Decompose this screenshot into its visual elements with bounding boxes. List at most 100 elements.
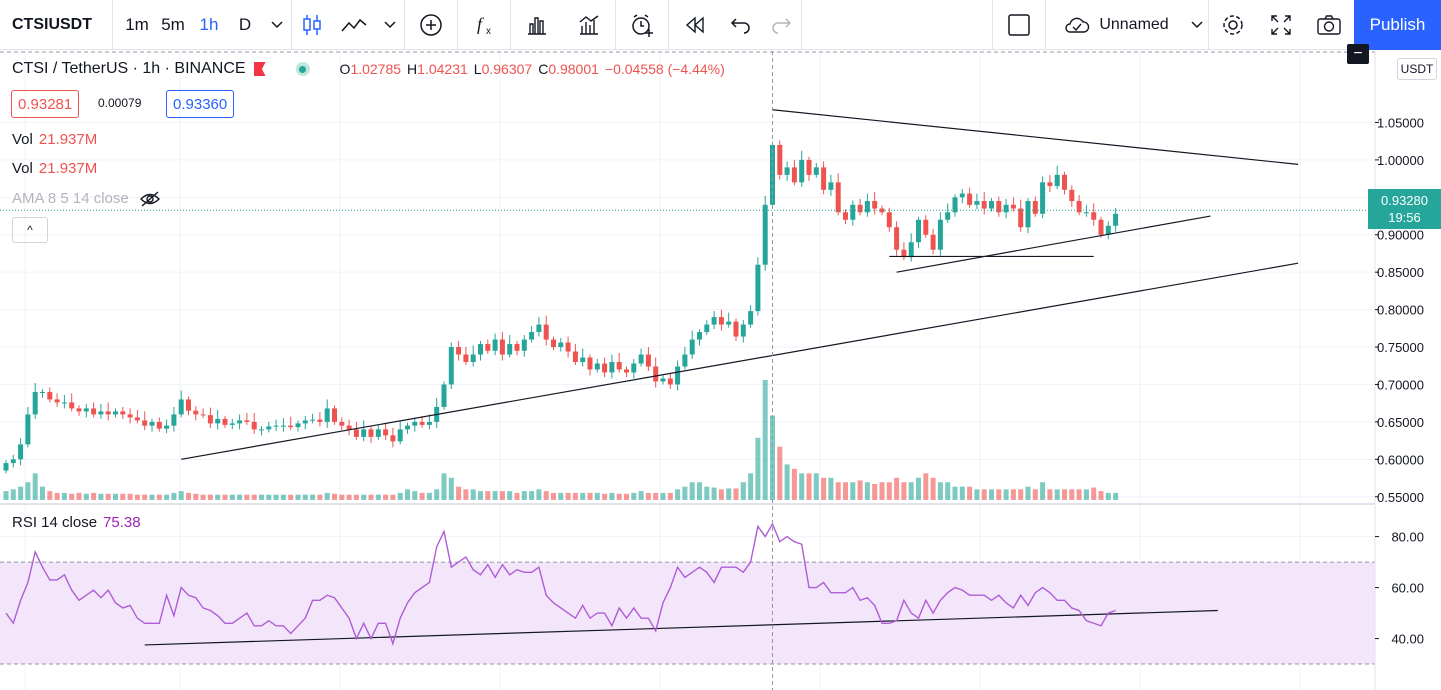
volume-bar [1047, 489, 1053, 500]
candle-body [368, 429, 374, 437]
replay-button[interactable] [669, 0, 721, 50]
rsi-tick-label: 60.00 [1391, 581, 1424, 596]
volume-bar [923, 473, 929, 500]
candle-body [339, 421, 345, 426]
fullscreen-icon [1271, 14, 1291, 35]
candle-body [594, 363, 600, 370]
countdown-value: 19:56 [1388, 210, 1421, 225]
volume-bar [91, 492, 97, 500]
volume-bar [930, 477, 936, 500]
candle-body [967, 193, 973, 205]
crosshair [0, 51, 1375, 690]
layout-name: Unnamed [1099, 15, 1169, 33]
chart-type-line-button[interactable] [332, 0, 376, 50]
chart-type-candles-button[interactable] [292, 0, 332, 50]
candle-body [178, 399, 184, 415]
candle-body [61, 402, 67, 404]
axis-background [1375, 51, 1441, 690]
currency-button[interactable]: USDT [1397, 58, 1437, 80]
templates-button[interactable] [511, 0, 563, 50]
publish-button[interactable]: Publish [1354, 0, 1441, 50]
symbol-title[interactable]: CTSI / TetherUS · 1h · BINANCE [12, 60, 246, 77]
volume-bar [580, 492, 586, 500]
interval-1h-button[interactable]: 1h [199, 14, 219, 34]
candle-body [1018, 208, 1024, 228]
candle-body [864, 201, 870, 213]
alert-button[interactable] [616, 0, 668, 50]
volume-bar [755, 437, 761, 500]
settings-button[interactable] [1209, 0, 1257, 50]
ama-legend[interactable]: AMA 8 5 14 close [12, 190, 161, 207]
price-tick-label: 0.90000 [1377, 228, 1424, 243]
chevron-up-icon: ^ [27, 223, 33, 237]
redo-button[interactable] [761, 0, 801, 50]
volume-bar [602, 493, 608, 500]
chart-type-dropdown-button[interactable] [376, 0, 404, 50]
volume-bar [572, 492, 578, 500]
volume-bar [996, 489, 1002, 500]
compare-button[interactable] [563, 0, 615, 50]
volume-bar [273, 494, 279, 500]
volume-bar [251, 494, 257, 500]
chart-area[interactable]: 1.050001.000000.950000.900000.850000.800… [0, 51, 1441, 690]
interval-d-button[interactable]: D [238, 14, 252, 34]
hidden-eye-icon[interactable] [139, 190, 161, 207]
volume-bar [134, 494, 140, 500]
volume-bar [864, 482, 870, 500]
volume-bar [777, 446, 783, 500]
volume-bar [1040, 482, 1046, 500]
layout-select-button[interactable] [993, 0, 1045, 50]
zoom-out-button[interactable]: − [1347, 44, 1369, 64]
volume-bar [317, 494, 323, 500]
buy-price-button[interactable]: 0.93360 [166, 90, 235, 118]
interval-1m-button[interactable]: 1m [125, 14, 149, 34]
sell-price-button[interactable]: 0.93281 [11, 90, 80, 118]
flag-icon[interactable] [253, 62, 266, 76]
rsi-tick-label: 80.00 [1391, 530, 1424, 545]
candle-body [244, 420, 250, 422]
collapse-legend-button[interactable]: ^ [12, 217, 48, 243]
rsi-axis: 80.00 60.00 40.00 [1375, 530, 1424, 647]
price-chart[interactable]: 1.050001.000000.950000.900000.850000.800… [0, 51, 1441, 690]
candle-body [653, 366, 659, 382]
volume-bar [156, 494, 162, 500]
interval-dropdown-button[interactable] [263, 0, 291, 50]
open-label: O [339, 61, 351, 77]
volume-bar [1025, 486, 1031, 500]
volume-bar [375, 494, 381, 500]
volume-bar [390, 494, 396, 500]
snapshot-button[interactable] [1305, 0, 1353, 50]
trendlines [144, 109, 1299, 646]
volume-bar [127, 493, 133, 500]
candle-body [164, 425, 170, 429]
volume-legend-secondary[interactable]: Vol 21.937M [12, 160, 97, 177]
volume-bar [280, 494, 286, 500]
candle-body [638, 354, 644, 364]
volume-bar [10, 489, 16, 500]
undo-button[interactable] [721, 0, 761, 50]
symbol-search-button[interactable]: CTSIUSDT [12, 15, 92, 33]
save-layout-button[interactable]: Unnamed [1046, 0, 1186, 50]
candle-body [821, 167, 827, 190]
fullscreen-button[interactable] [1257, 0, 1305, 50]
candle-body [222, 418, 228, 425]
candle-body [353, 429, 359, 437]
interval-5m-button[interactable]: 5m [161, 14, 185, 34]
volume-bar [675, 489, 681, 500]
candles-icon [303, 14, 321, 35]
rsi-legend[interactable]: RSI 14 close 75.38 [12, 514, 141, 531]
layout-dropdown-button[interactable] [1186, 0, 1208, 50]
candle-body [463, 354, 469, 363]
toolbar-separator [112, 0, 113, 50]
candle-body [952, 197, 958, 213]
add-symbol-button[interactable] [405, 0, 457, 50]
candle-body [3, 463, 9, 471]
volume-legend[interactable]: Vol 21.937M [12, 131, 97, 148]
volume-bar [295, 494, 301, 500]
chevron-down-icon [1191, 20, 1203, 28]
close-label: C [538, 61, 549, 77]
trendline [772, 109, 1299, 165]
candle-body [1047, 182, 1053, 187]
volume-bar [543, 491, 549, 500]
